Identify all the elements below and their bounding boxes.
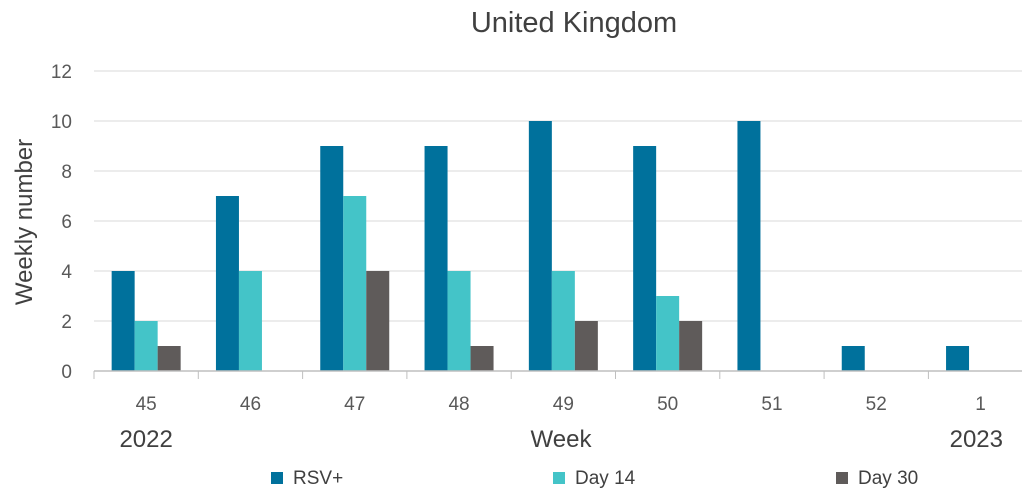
y-tick-label: 4 bbox=[61, 262, 72, 283]
bar-day-14-week-48 bbox=[447, 271, 471, 371]
bar-rsv--week-1 bbox=[946, 346, 970, 371]
bar-rsv--week-50 bbox=[633, 146, 657, 371]
x-tick-label: 51 bbox=[761, 394, 782, 415]
x-tick-label: 49 bbox=[553, 394, 574, 415]
bar-day-14-week-49 bbox=[551, 271, 575, 371]
bar-rsv--week-51 bbox=[737, 121, 761, 371]
bar-day-14-week-45 bbox=[134, 321, 158, 371]
y-tick-label: 0 bbox=[61, 362, 72, 383]
y-tick-label: 10 bbox=[51, 112, 72, 133]
bar-rsv--week-47 bbox=[320, 146, 344, 371]
year-label: 2022 bbox=[119, 426, 172, 453]
legend-swatch bbox=[271, 472, 283, 484]
y-tick-label: 12 bbox=[51, 62, 72, 83]
bar-day-14-week-47 bbox=[343, 196, 367, 371]
legend-label: RSV+ bbox=[293, 468, 343, 489]
y-axis-label: Weekly number bbox=[11, 139, 38, 305]
bars bbox=[111, 121, 970, 371]
legend: RSV+ Day 14 Day 30 bbox=[271, 468, 918, 489]
bar-rsv--week-46 bbox=[215, 196, 239, 371]
y-tick-labels: 0 2 4 6 8 10 12 bbox=[51, 62, 73, 383]
x-tick-label: 47 bbox=[344, 394, 365, 415]
legend-label: Day 14 bbox=[575, 468, 636, 489]
legend-swatch bbox=[836, 472, 848, 484]
bar-day-30-week-47 bbox=[366, 271, 390, 371]
bar-rsv--week-52 bbox=[841, 346, 865, 371]
year-labels: 2022 2023 bbox=[119, 426, 1003, 453]
bar-day-14-week-50 bbox=[656, 296, 680, 371]
y-tick-label: 6 bbox=[61, 212, 72, 233]
bar-day-30-week-50 bbox=[679, 321, 703, 371]
x-tick-label: 45 bbox=[136, 394, 157, 415]
bar-day-30-week-45 bbox=[157, 346, 181, 371]
bar-rsv--week-48 bbox=[424, 146, 448, 371]
y-tick-label: 2 bbox=[61, 312, 72, 333]
x-tick-label: 52 bbox=[866, 394, 887, 415]
y-tick-label: 8 bbox=[61, 162, 72, 183]
bar-day-30-week-49 bbox=[574, 321, 598, 371]
chart-title: United Kingdom bbox=[471, 7, 677, 39]
year-label: 2023 bbox=[950, 426, 1003, 453]
legend-label: Day 30 bbox=[858, 468, 918, 489]
x-tick-label: 48 bbox=[448, 394, 469, 415]
bar-day-30-week-48 bbox=[470, 346, 494, 371]
legend-swatch bbox=[553, 472, 565, 484]
bar-rsv--week-45 bbox=[111, 271, 135, 371]
x-tick-label: 46 bbox=[240, 394, 261, 415]
bar-rsv--week-49 bbox=[528, 121, 552, 371]
x-tick-label: 1 bbox=[975, 394, 986, 415]
bar-day-14-week-46 bbox=[238, 271, 262, 371]
x-axis-label: Week bbox=[531, 426, 593, 453]
x-tick-label: 50 bbox=[657, 394, 678, 415]
x-axis: 45 46 47 48 49 50 51 52 1 bbox=[93, 370, 1022, 415]
